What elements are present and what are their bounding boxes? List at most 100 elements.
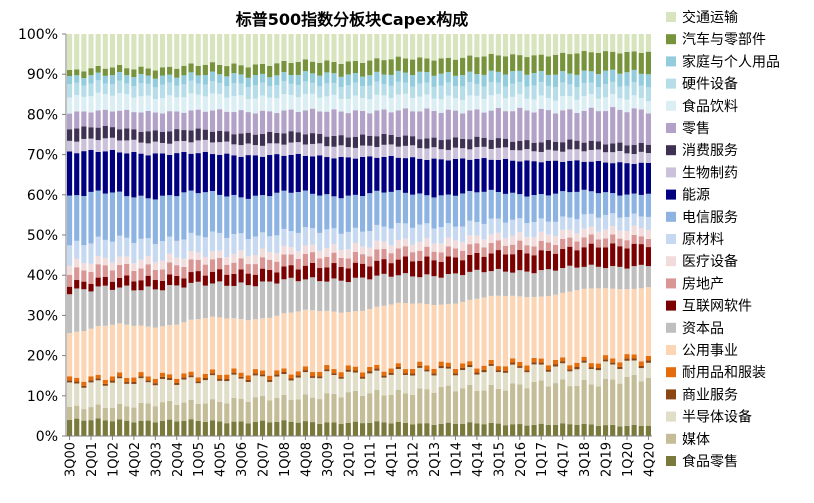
bar-segment bbox=[302, 245, 308, 254]
bar-segment bbox=[195, 65, 201, 76]
bar-segment bbox=[574, 366, 580, 370]
bar-segment bbox=[402, 34, 409, 59]
bar-segment bbox=[195, 420, 201, 436]
bar-segment bbox=[102, 193, 108, 240]
bar-segment bbox=[452, 248, 459, 258]
bar-segment bbox=[452, 373, 459, 376]
bar-segment bbox=[231, 285, 237, 319]
bar-segment bbox=[195, 94, 201, 110]
bar-segment bbox=[552, 270, 559, 295]
bar-segment bbox=[117, 93, 123, 111]
bar-segment bbox=[231, 372, 237, 375]
bar-segment bbox=[281, 144, 287, 156]
bar-segment bbox=[131, 151, 137, 198]
bar-segment bbox=[374, 370, 380, 390]
bar-segment bbox=[188, 110, 194, 131]
bar-segment bbox=[288, 63, 294, 75]
bar-segment bbox=[88, 127, 94, 139]
bar-segment bbox=[302, 279, 308, 310]
bar-segment bbox=[631, 145, 637, 154]
legend-label: 医疗设备 bbox=[682, 253, 738, 270]
bar-segment bbox=[202, 129, 208, 140]
bar-segment bbox=[510, 295, 516, 359]
bar-segment bbox=[109, 241, 116, 263]
bar-segment bbox=[510, 83, 516, 97]
bar-segment bbox=[267, 196, 273, 237]
bar-segment bbox=[209, 251, 216, 260]
legend-swatch bbox=[666, 167, 676, 178]
bar-segment bbox=[124, 68, 130, 76]
bar-segment bbox=[631, 358, 637, 361]
bar-segment bbox=[410, 136, 416, 146]
bar-segment bbox=[552, 150, 559, 161]
bar-segment bbox=[631, 213, 637, 226]
bar-segment bbox=[495, 388, 501, 424]
bar-segment bbox=[281, 394, 287, 421]
bar-segment bbox=[231, 96, 237, 113]
bar-segment bbox=[610, 265, 616, 289]
bar-segment bbox=[531, 112, 537, 143]
bar-segment bbox=[617, 362, 623, 367]
bar-segment bbox=[202, 403, 208, 422]
bar-segment bbox=[374, 421, 380, 436]
bar-segment bbox=[460, 34, 466, 58]
y-tick-label: 50% bbox=[27, 228, 58, 244]
bar-segment bbox=[131, 270, 137, 282]
bar-segment bbox=[81, 111, 87, 127]
bar-segment bbox=[417, 83, 423, 97]
bar-segment bbox=[309, 377, 316, 398]
bar-segment bbox=[202, 264, 208, 276]
bar-segment bbox=[117, 403, 123, 420]
bar-segment bbox=[474, 235, 480, 244]
bar-segment bbox=[152, 199, 158, 244]
bar-segment bbox=[188, 375, 194, 378]
bar-segment bbox=[624, 425, 630, 436]
bar-segment bbox=[474, 222, 480, 236]
bar-segment bbox=[560, 191, 566, 217]
bar-segment bbox=[202, 192, 208, 238]
bar-segment bbox=[381, 95, 387, 110]
bar-segment bbox=[488, 295, 494, 360]
bar-segment bbox=[402, 256, 409, 274]
bar-segment bbox=[388, 112, 394, 135]
bar-segment bbox=[331, 244, 337, 253]
bar-segment bbox=[595, 425, 601, 436]
bar-segment bbox=[595, 193, 601, 218]
bar-segment bbox=[267, 111, 273, 132]
bar-segment bbox=[209, 271, 216, 284]
bar-segment bbox=[252, 64, 258, 76]
bar-segment bbox=[438, 159, 444, 196]
bar-segment bbox=[252, 155, 258, 196]
bar-segment bbox=[417, 111, 423, 140]
bar-segment bbox=[338, 63, 344, 77]
bar-segment bbox=[388, 98, 394, 113]
bar-segment bbox=[502, 138, 509, 148]
bar-segment bbox=[445, 274, 451, 304]
bar-segment bbox=[202, 421, 208, 436]
bar-segment bbox=[481, 74, 487, 87]
bar-segment bbox=[417, 260, 423, 278]
bar-segment bbox=[445, 34, 451, 58]
bar-segment bbox=[552, 34, 559, 55]
bar-segment bbox=[295, 74, 301, 86]
bar-segment bbox=[152, 34, 158, 71]
bar-segment bbox=[352, 136, 358, 148]
bar-segment bbox=[238, 376, 244, 379]
bar-segment bbox=[624, 145, 630, 154]
bar-segment bbox=[395, 94, 401, 111]
bar-segment bbox=[245, 198, 251, 239]
legend-label: 交通运输 bbox=[682, 9, 738, 26]
bar-segment bbox=[610, 69, 616, 82]
bar-segment bbox=[217, 83, 223, 94]
bar-segment bbox=[417, 139, 423, 149]
bar-segment bbox=[488, 34, 494, 54]
legend-swatch bbox=[666, 433, 676, 444]
bar-segment bbox=[309, 422, 316, 436]
bar-segment bbox=[410, 75, 416, 87]
bar-segment bbox=[517, 361, 523, 367]
bar-segment bbox=[410, 424, 416, 436]
bar-segment bbox=[467, 95, 473, 111]
bar-segment bbox=[102, 420, 108, 436]
bar-segment bbox=[410, 252, 416, 262]
bar-segment bbox=[252, 236, 258, 256]
